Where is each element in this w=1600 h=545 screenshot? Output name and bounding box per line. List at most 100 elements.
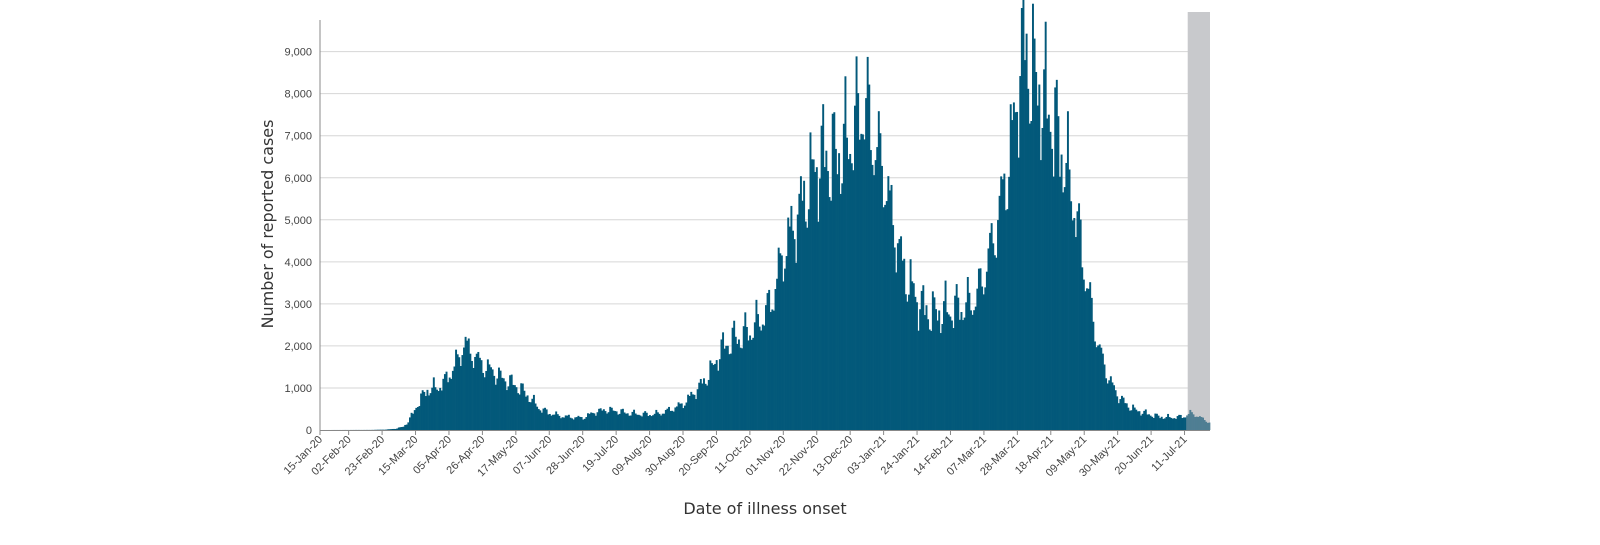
bar: [1008, 176, 1011, 430]
bar: [962, 320, 965, 430]
bar: [984, 287, 987, 430]
bar: [1135, 409, 1138, 430]
bar: [722, 332, 725, 430]
bar: [618, 413, 621, 430]
bar: [1138, 411, 1141, 430]
bar: [388, 429, 391, 430]
bar: [1000, 176, 1003, 430]
bar: [1062, 192, 1065, 430]
bar: [718, 359, 721, 430]
bar: [582, 419, 585, 430]
bar: [475, 353, 478, 430]
bar: [833, 112, 836, 430]
bar: [765, 305, 767, 430]
bar: [985, 271, 988, 430]
bar: [973, 310, 976, 430]
bar: [865, 98, 868, 431]
bar: [925, 305, 928, 430]
bar: [490, 367, 492, 430]
bar: [1070, 201, 1073, 430]
bar: [950, 320, 953, 430]
bar: [881, 165, 883, 430]
bar: [1121, 395, 1123, 430]
bar: [896, 243, 899, 430]
bar: [990, 223, 993, 430]
bar: [1052, 176, 1055, 430]
bar: [709, 360, 712, 430]
bar: [995, 257, 998, 430]
bar: [664, 409, 667, 430]
bar: [461, 355, 464, 430]
bar: [685, 402, 688, 430]
bar: [831, 113, 834, 431]
bar: [717, 370, 720, 430]
bar: [838, 153, 841, 431]
bar: [415, 407, 418, 430]
bar: [1043, 69, 1046, 430]
bar: [885, 201, 888, 430]
bar: [1063, 187, 1066, 430]
bar: [930, 330, 933, 430]
bar: [771, 309, 774, 430]
bar: [474, 356, 477, 430]
bar: [1128, 410, 1131, 430]
bar: [792, 230, 794, 430]
bar: [485, 370, 488, 430]
bar: [393, 428, 396, 430]
bar: [855, 56, 858, 430]
bar: [494, 384, 497, 430]
bar: [1087, 288, 1090, 430]
bar: [874, 160, 877, 431]
bar: [1119, 399, 1122, 430]
bar: [981, 286, 984, 430]
bar: [830, 200, 833, 430]
bar: [795, 262, 798, 430]
bar: [648, 415, 651, 430]
bar: [486, 359, 489, 430]
bar: [804, 221, 807, 430]
bar: [596, 412, 599, 430]
bar: [1155, 413, 1158, 430]
bar: [776, 278, 779, 430]
bar: [437, 391, 440, 430]
bar: [501, 377, 504, 430]
bar: [965, 302, 968, 430]
bar: [409, 417, 411, 430]
bar: [839, 193, 842, 430]
axes: [319, 20, 1210, 431]
bar: [968, 292, 971, 430]
bar: [849, 153, 852, 430]
bar: [1078, 203, 1081, 430]
bar: [399, 427, 402, 430]
bar: [509, 375, 512, 430]
bar: [1117, 403, 1120, 430]
bar: [1054, 87, 1057, 430]
bar: [850, 163, 853, 430]
bar: [672, 411, 675, 430]
bar: [645, 412, 648, 430]
x-axis-title: Date of illness onset: [683, 499, 846, 518]
bar: [463, 347, 465, 430]
bar: [545, 409, 548, 430]
bar: [602, 409, 605, 430]
bar: [634, 413, 637, 430]
bar: [846, 137, 848, 431]
bar: [1154, 413, 1157, 430]
bar: [660, 415, 663, 430]
y-tick-label: 2,000: [284, 341, 312, 353]
bar: [769, 312, 772, 430]
bar: [1198, 416, 1201, 430]
bar: [561, 417, 564, 430]
bar: [563, 417, 566, 430]
bar: [418, 406, 421, 430]
bar: [606, 413, 609, 430]
bar: [683, 405, 686, 430]
bar: [424, 396, 427, 430]
bar: [1197, 417, 1200, 430]
bar: [609, 406, 612, 430]
bar: [432, 377, 435, 430]
bar: [1163, 418, 1166, 430]
bar: [550, 415, 553, 430]
bar: [410, 412, 413, 430]
bar: [714, 363, 717, 430]
